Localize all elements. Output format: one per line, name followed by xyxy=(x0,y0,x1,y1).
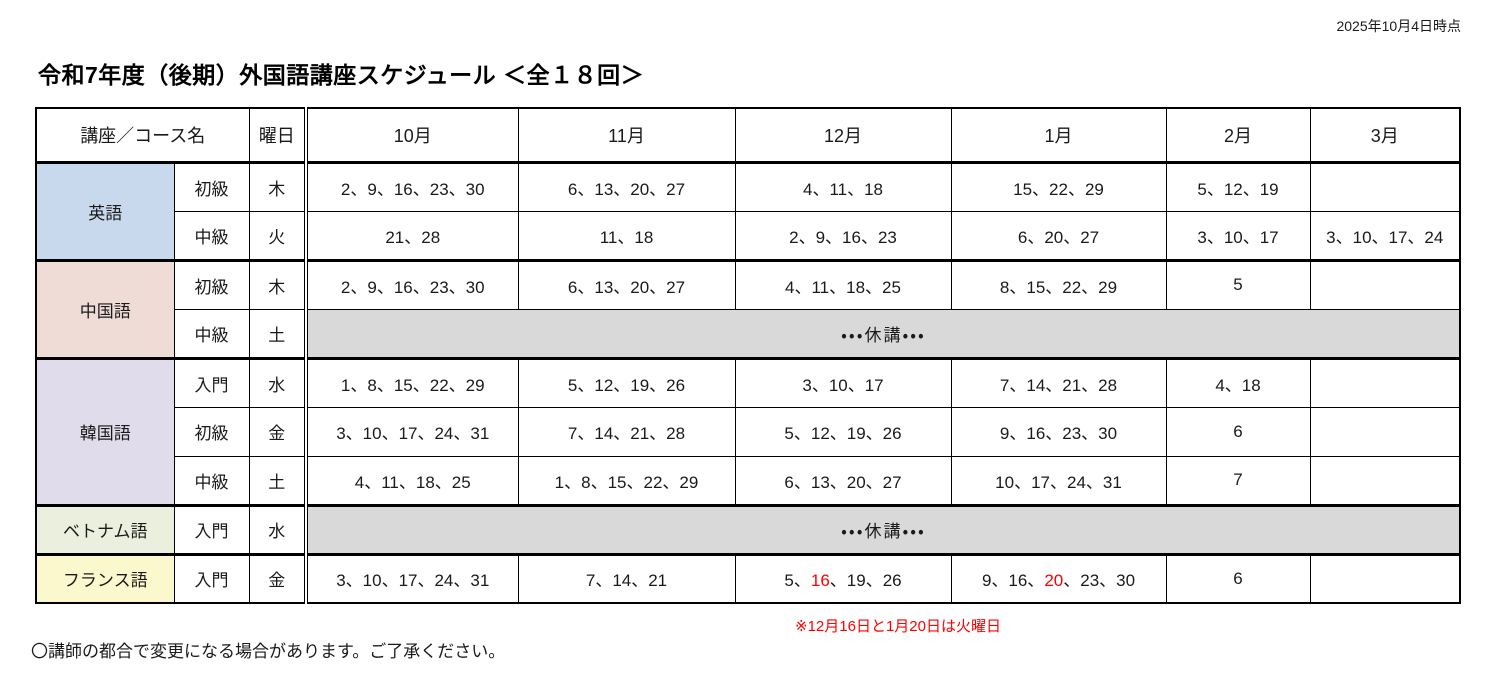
weekday-cell: 水 xyxy=(248,356,307,408)
date-text: 、23、30 xyxy=(1063,571,1136,591)
schedule-dates-cell: 5 xyxy=(1165,258,1311,310)
schedule-dates-cell xyxy=(1309,455,1461,506)
table-row: 韓国語 入門水 1、8、15、22、29 5、12、19、26 3、10、17 7、14、… xyxy=(35,356,1461,506)
language-cell: フランス語 xyxy=(35,552,175,604)
schedule-body: 英語 初級木 2、9、16、23、30 6、13、20、27 4、11、18 15、22、… xyxy=(35,161,1461,604)
table-row: 英語 初級木 2、9、16、23、30 6、13、20、27 4、11、18 15、22、… xyxy=(35,161,1461,261)
language-cell: ベトナム語 xyxy=(35,503,175,555)
highlighted-date: 16 xyxy=(810,571,830,591)
tuesday-exception-note: ※12月16日と1月20日は火曜日 xyxy=(795,618,1001,635)
header-month: 1月 xyxy=(950,107,1167,164)
weekday-cell: 金 xyxy=(248,406,307,457)
schedule-dates-cell: 6、13、20、27 xyxy=(734,455,952,506)
weekday-cell: 木 xyxy=(248,161,307,212)
schedule-dates-cell xyxy=(1309,258,1461,310)
table-row: フランス語 入門金 3、10、17、24、31 7、14、21 5、16、19、26 9、… xyxy=(35,552,1461,604)
schedule-dates-cell xyxy=(1309,356,1461,408)
schedule-dates-cell: 7、14、21 xyxy=(517,552,736,604)
date-text: 、19、26 xyxy=(829,571,902,591)
header-month: 3月 xyxy=(1309,107,1461,164)
level-cell: 入門 xyxy=(173,503,250,555)
disclaimer-note: 〇講師の都合で変更になる場合があります。ご了承ください。 xyxy=(31,642,506,661)
schedule-dates-cell: 7、14、21、28 xyxy=(950,356,1167,408)
schedule-dates-cell: 3、10、17、24、31 xyxy=(304,552,519,604)
schedule-dates-cell: 21、28 xyxy=(304,210,519,261)
schedule-dates-cell xyxy=(1309,406,1461,457)
weekday-cell: 土 xyxy=(248,455,307,506)
table-row: ベトナム語 入門水・・・休講・・・ xyxy=(35,503,1461,555)
level-cell: 中級 xyxy=(173,455,250,506)
schedule-dates-cell: 4、11、18、25 xyxy=(734,258,952,310)
closed-cell: ・・・休講・・・ xyxy=(304,308,1461,359)
highlighted-date: 20 xyxy=(1044,571,1064,591)
schedule-table: 講座／コース名 曜日 10月 11月 12月 1月 2月 3月 英語 初級木 2、9、16、2… xyxy=(35,107,1461,604)
header-course: 講座／コース名 xyxy=(35,107,250,164)
schedule-dates-cell: 6、20、27 xyxy=(950,210,1167,261)
schedule-dates-cell: 1、8、15、22、29 xyxy=(304,356,519,408)
date-text: 5、 xyxy=(784,571,811,591)
weekday-cell: 金 xyxy=(248,552,307,604)
schedule-dates-cell: 10、17、24、31 xyxy=(950,455,1167,506)
header-day: 曜日 xyxy=(248,107,307,164)
header-month: 12月 xyxy=(734,107,952,164)
table-row: 中級土・・・休講・・・ xyxy=(36,308,1461,359)
header-row: 講座／コース名 曜日 10月 11月 12月 1月 2月 3月 xyxy=(35,107,1461,164)
weekday-cell: 火 xyxy=(248,210,307,261)
table-row: 中級火 21、28 11、18 2、9、16、23 6、20、27 3、10、17 3、10… xyxy=(36,210,1461,261)
weekday-cell: 水 xyxy=(248,503,307,555)
schedule-dates-cell: 4、11、18 xyxy=(734,161,952,212)
schedule-dates-cell: 5、12、19 xyxy=(1165,161,1311,212)
schedule-dates-cell: 2、9、16、23 xyxy=(734,210,952,261)
closed-cell: ・・・休講・・・ xyxy=(304,503,1461,555)
level-cell: 入門 xyxy=(173,356,250,408)
language-cell: 英語 xyxy=(35,161,175,261)
schedule-dates-cell: 5、12、19、26 xyxy=(734,406,952,457)
header-month: 2月 xyxy=(1165,107,1311,164)
schedule-dates-cell: 3、10、17、24、31 xyxy=(304,406,519,457)
schedule-dates-cell xyxy=(1309,552,1461,604)
level-cell: 初級 xyxy=(173,161,250,212)
header-month: 10月 xyxy=(304,107,519,164)
level-cell: 初級 xyxy=(173,406,250,457)
table-row: 中級土 4、11、18、25 1、8、15、22、29 6、13、20、27 10、17… xyxy=(36,455,1461,506)
as-of-date: 2025年10月4日時点 xyxy=(1336,18,1461,34)
weekday-cell: 木 xyxy=(248,258,307,310)
schedule-dates-cell: 9、16、23、30 xyxy=(950,406,1167,457)
table-row: 初級金 3、10、17、24、31 7、14、21、28 5、12、19、26 9、16… xyxy=(36,406,1461,457)
schedule-dates-cell: 8、15、22、29 xyxy=(950,258,1167,310)
schedule-dates-cell: 7、14、21、28 xyxy=(517,406,736,457)
schedule-dates-cell: 2、9、16、23、30 xyxy=(304,258,519,310)
schedule-dates-cell: 3、10、17 xyxy=(734,356,952,408)
schedule-dates-cell: 6 xyxy=(1165,552,1311,604)
language-cell: 中国語 xyxy=(35,258,175,359)
level-cell: 初級 xyxy=(173,258,250,310)
level-cell: 中級 xyxy=(173,210,250,261)
schedule-dates-cell: 15、22、29 xyxy=(950,161,1167,212)
table-row: 中国語 初級木 2、9、16、23、30 6、13、20、27 4、11、18、25 8、… xyxy=(35,258,1461,359)
schedule-dates-cell: 2、9、16、23、30 xyxy=(304,161,519,212)
schedule-dates-cell: 11、18 xyxy=(517,210,736,261)
schedule-dates-cell: 6、13、20、27 xyxy=(517,161,736,212)
header-month: 11月 xyxy=(517,107,736,164)
schedule-dates-cell: 9、16、20、23、30 xyxy=(950,552,1167,604)
schedule-dates-cell: 4、11、18、25 xyxy=(304,455,519,506)
schedule-dates-cell: 6、13、20、27 xyxy=(517,258,736,310)
language-cell: 韓国語 xyxy=(35,356,175,506)
level-cell: 入門 xyxy=(173,552,250,604)
page-title: 令和7年度（後期）外国語講座スケジュール ＜全１８回＞ xyxy=(38,62,645,88)
schedule-dates-cell: 5、12、19、26 xyxy=(517,356,736,408)
schedule-dates-cell: 3、10、17、24 xyxy=(1309,210,1461,261)
schedule-dates-cell: 7 xyxy=(1165,455,1311,506)
date-text: 9、16、 xyxy=(981,571,1045,591)
schedule-dates-cell: 5、16、19、26 xyxy=(734,552,952,604)
schedule-dates-cell: 6 xyxy=(1165,406,1311,457)
schedule-dates-cell xyxy=(1309,161,1461,212)
level-cell: 中級 xyxy=(173,308,250,359)
schedule-dates-cell: 3、10、17 xyxy=(1165,210,1311,261)
schedule-dates-cell: 1、8、15、22、29 xyxy=(517,455,736,506)
weekday-cell: 土 xyxy=(248,308,307,359)
schedule-dates-cell: 4、18 xyxy=(1165,356,1311,408)
